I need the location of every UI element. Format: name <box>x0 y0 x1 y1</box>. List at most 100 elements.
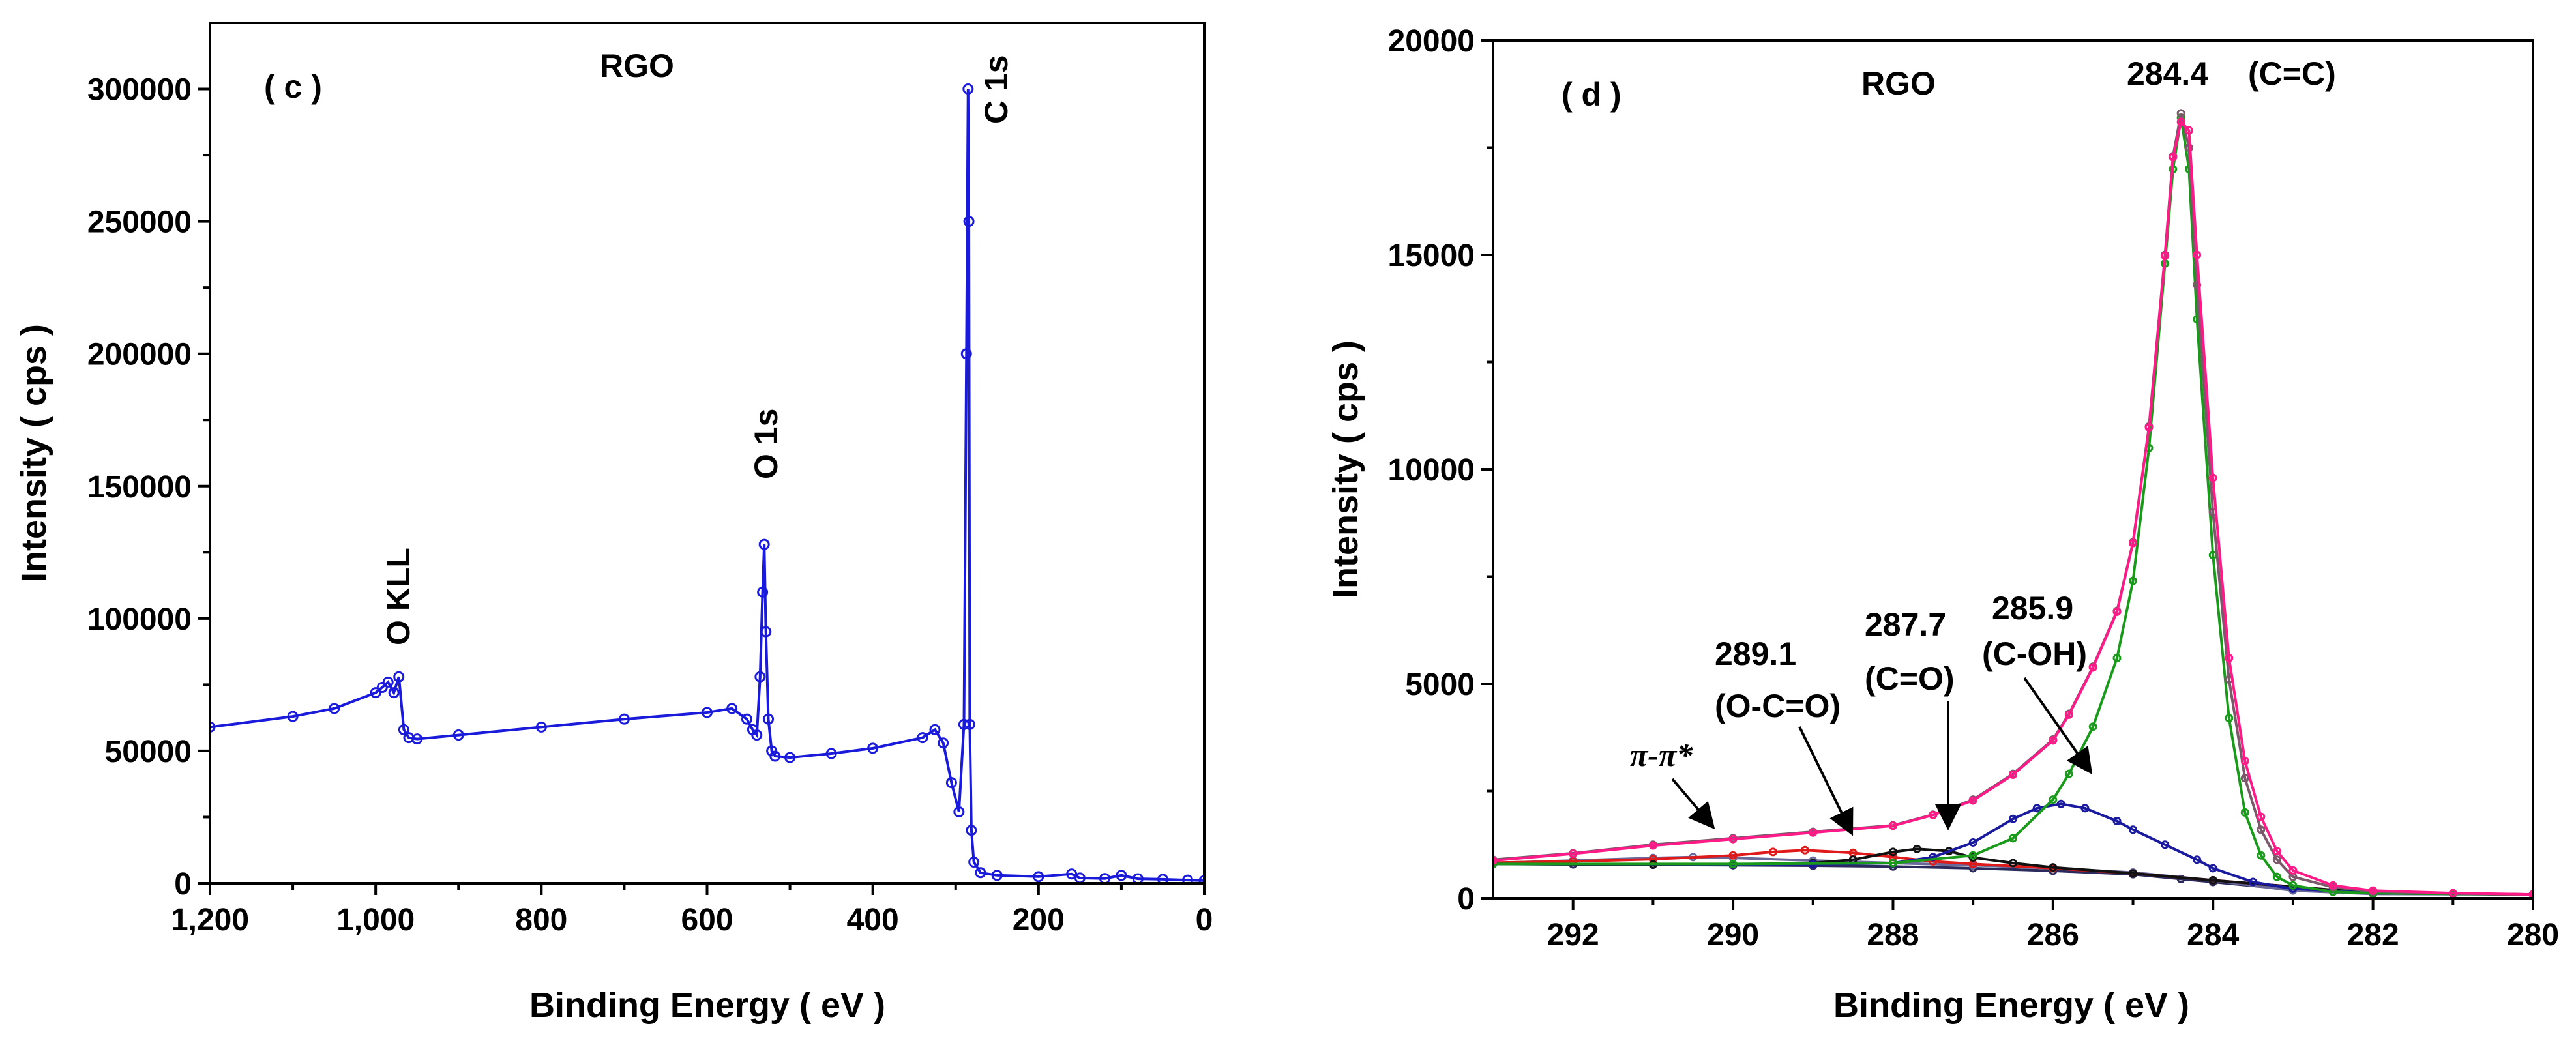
data-point-measured <box>2009 770 2017 779</box>
data-point-284-4-c-c <box>1888 859 1897 868</box>
y-tick-label: 300000 <box>87 73 192 108</box>
data-point-rgo-survey <box>1182 874 1194 883</box>
data-point-287-7-c-o <box>2009 859 2017 868</box>
y-tick-label: 100000 <box>87 602 192 637</box>
data-point-rgo-survey <box>758 538 770 550</box>
data-point-285-9-c-oh <box>2249 877 2258 887</box>
x-tick-label: 400 <box>847 903 899 937</box>
data-point-285-9-c-oh <box>2009 814 2017 823</box>
data-point-285-9-c-oh <box>2112 817 2122 826</box>
data-point-285-9-c-oh <box>2193 855 2202 864</box>
y-tick-label: 5000 <box>1405 668 1475 702</box>
panel-d-annot-284-label: (C=C) <box>2248 55 2336 92</box>
panel-d-x-ticks: 292 290 288 286 284 282 280 <box>1547 898 2559 952</box>
data-point-measured <box>1728 834 1738 844</box>
x-tick-label: 1,200 <box>171 903 249 937</box>
panel-c-plot-area <box>210 83 1204 883</box>
data-point-envelope <box>2176 109 2185 118</box>
data-point-rgo-survey <box>535 721 547 733</box>
data-point-measured <box>2064 710 2073 719</box>
data-point-rgo-survey <box>754 671 766 683</box>
data-point-rgo-survey <box>760 626 772 638</box>
data-point-measured <box>1493 856 1498 865</box>
data-point-284-4-c-c <box>2129 576 2138 585</box>
y-tick-label: 250000 <box>87 205 192 240</box>
data-point-measured <box>2240 756 2249 765</box>
data-point-rgo-survey <box>975 867 986 879</box>
data-point-measured <box>2208 473 2217 482</box>
data-point-289-1-o-c-o <box>1728 851 1738 860</box>
data-point-rgo-survey <box>963 216 975 228</box>
data-point-rgo-survey <box>1116 870 1127 881</box>
x-tick-label: 800 <box>515 903 567 937</box>
data-point-rgo-survey <box>945 777 957 789</box>
data-point-rgo-survey <box>411 733 423 745</box>
data-point-287-7-c-o <box>2049 863 2058 872</box>
data-point-measured <box>2144 423 2154 432</box>
data-point-rgo-survey <box>370 687 381 699</box>
arrow-285 <box>2023 677 2093 775</box>
data-point-measured <box>2088 663 2097 672</box>
panel-d-arrows <box>1671 677 2093 836</box>
data-point-rgo-survey <box>784 752 796 763</box>
data-point-285-9-c-oh <box>2129 825 2138 834</box>
data-point-rgo-survey <box>962 83 974 95</box>
data-point-rgo-survey <box>751 729 763 741</box>
panel-d-x-axis-title: Binding Energy ( eV ) <box>1833 986 2189 1025</box>
data-point-measured <box>1888 821 1897 830</box>
data-point-rgo-survey <box>917 732 928 744</box>
data-point-rgo-survey <box>1198 875 1204 883</box>
data-point-285-9-c-oh <box>2056 799 2065 808</box>
arrow-289 <box>1798 726 1854 836</box>
panel-c-label: ( c ) <box>264 68 322 105</box>
data-point-measured <box>2257 812 2266 821</box>
data-point-284-4-c-c <box>2088 722 2097 731</box>
panel-d-annot-287-value: 287.7 <box>1865 606 1946 643</box>
data-point-rgo-survey <box>741 713 752 725</box>
data-point-285-9-c-oh <box>1968 838 1977 847</box>
data-point-rgo-survey <box>867 742 879 754</box>
data-point-rgo-survey <box>960 348 972 360</box>
data-point-rgo-survey <box>968 857 980 868</box>
data-point-284-4-c-c <box>1493 859 1498 868</box>
data-point-envelope <box>2272 855 2281 864</box>
panel-d-annot-289-label: (O-C=O) <box>1715 688 1841 724</box>
data-point-measured <box>1809 828 1818 837</box>
panel-d-y-axis-title: Intensity ( cps ) <box>1326 340 1365 598</box>
data-point-rgo-survey <box>726 703 738 714</box>
data-point-measured <box>2528 890 2533 898</box>
data-point-rgo-survey <box>1132 873 1144 883</box>
data-point-measured <box>2112 607 2122 616</box>
data-point-284-4-c-c <box>2009 834 2017 843</box>
y-tick-label: 20000 <box>1388 24 1475 59</box>
data-point-measured <box>2369 886 2378 895</box>
data-point-rgo-survey <box>452 729 464 741</box>
data-point-287-7-c-o <box>2129 869 2138 878</box>
x-tick-label: 0 <box>1196 903 1213 937</box>
panel-c-annot-o1s: O 1s <box>748 409 784 479</box>
data-point-measured <box>2184 126 2193 135</box>
y-tick-label: 15000 <box>1388 239 1475 273</box>
data-point-287-7-c-o <box>1912 844 1921 853</box>
data-point-rgo-survey <box>757 586 769 598</box>
data-point-284-4-c-c <box>2257 851 2266 860</box>
data-point-rgo-survey <box>210 721 216 733</box>
data-point-284-4-c-c <box>1968 851 1977 860</box>
data-point-measured <box>2328 881 2337 890</box>
data-point-284-4-c-c <box>2272 872 2281 881</box>
panel-d-annot-285-value: 285.9 <box>1992 590 2073 626</box>
data-point-rgo-survey <box>769 750 781 762</box>
data-point-measured <box>2129 538 2138 548</box>
y-tick-label: 10000 <box>1388 453 1475 488</box>
data-point-rgo-survey <box>964 718 975 730</box>
data-point-289-1-o-c-o <box>1648 855 1657 864</box>
panel-c-title: RGO <box>600 48 674 84</box>
data-point-284-4-c-c <box>2288 881 2298 890</box>
series-group <box>210 83 1204 883</box>
data-point-measured <box>2225 654 2234 663</box>
y-tick-label: 50000 <box>105 735 192 769</box>
arrow-pi <box>1671 778 1715 830</box>
data-point-rgo-survey <box>1033 871 1044 883</box>
x-tick-label: 290 <box>1707 918 1759 952</box>
x-tick-label: 282 <box>2347 918 2399 952</box>
